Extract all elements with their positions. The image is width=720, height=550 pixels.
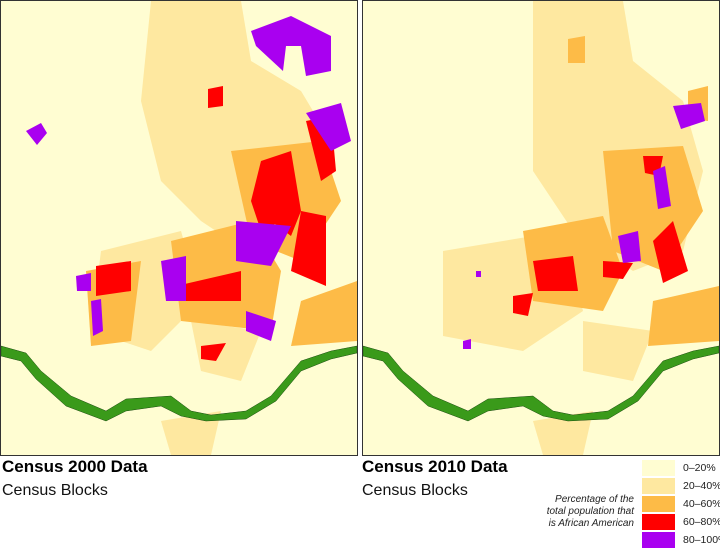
legend-label: 80–100% (683, 534, 720, 546)
river (363, 345, 719, 422)
legend-swatch (642, 532, 675, 548)
map-2000-title: Census 2000 Data (2, 457, 148, 476)
legend-item: 20–40% (642, 478, 720, 494)
map-2010-title: Census 2010 Data (362, 457, 508, 476)
map-2010 (362, 0, 720, 456)
legend-swatch (642, 478, 675, 494)
legend-label: 0–20% (683, 462, 716, 474)
legend-swatch (642, 460, 675, 476)
legend-swatch (642, 514, 675, 530)
census-2010-map (363, 1, 719, 455)
map-2000 (0, 0, 358, 456)
map-2000-subtitle: Census Blocks (2, 482, 108, 499)
legend-title: Percentage of the total population that … (546, 494, 634, 529)
blocks-80-100 (463, 103, 705, 349)
map-2010-subtitle: Census Blocks (362, 482, 468, 499)
legend-label: 40–60% (683, 498, 720, 510)
legend-item: 80–100% (642, 532, 720, 548)
legend-item: 40–60% (642, 496, 720, 512)
blocks-60-80 (96, 86, 336, 361)
blocks-60-80 (513, 156, 688, 316)
river (1, 345, 357, 422)
legend-label: 20–40% (683, 480, 720, 492)
legend-item: 60–80% (642, 514, 720, 530)
legend-label: 60–80% (683, 516, 720, 528)
legend-item: 0–20% (642, 460, 716, 476)
legend-swatch (642, 496, 675, 512)
census-2000-map (1, 1, 357, 455)
blocks-80-100 (26, 16, 351, 341)
